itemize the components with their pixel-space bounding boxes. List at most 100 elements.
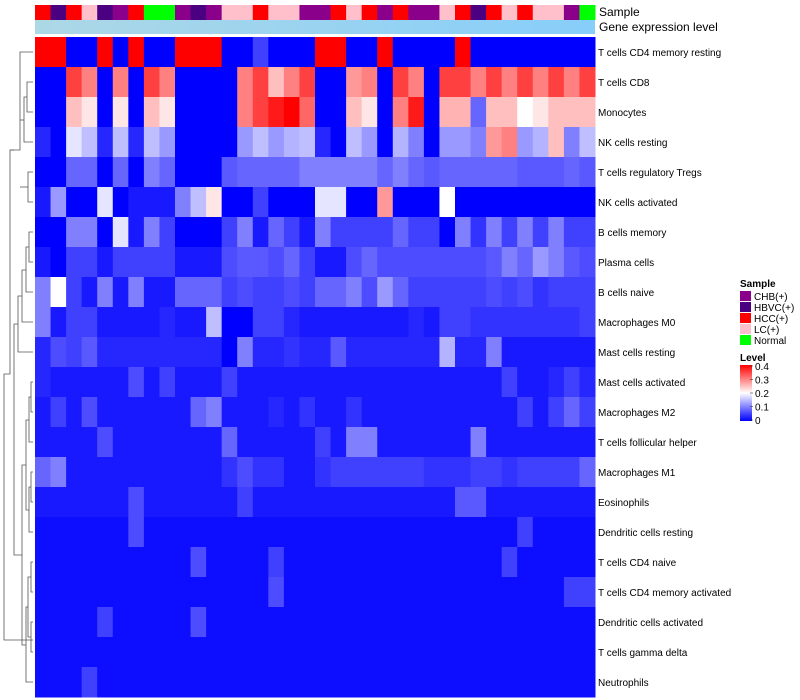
heatmap-cell: [361, 97, 378, 128]
heatmap-cell: [66, 337, 83, 368]
heatmap-cell: [268, 637, 285, 668]
heatmap-cell: [423, 457, 440, 488]
heatmap-cell: [532, 577, 549, 608]
heatmap-cell: [35, 487, 52, 518]
heatmap-cell: [377, 127, 394, 158]
heatmap-cell: [455, 367, 472, 398]
heatmap-cell: [237, 127, 254, 158]
heatmap-cell: [423, 547, 440, 578]
heatmap-cell: [517, 337, 534, 368]
heatmap-cell: [35, 97, 52, 128]
level-color-scale: [740, 365, 752, 421]
heatmap-cell: [159, 397, 176, 428]
heatmap-cell: [470, 307, 487, 338]
heatmap-cell: [501, 307, 518, 338]
heatmap-cell: [252, 367, 269, 398]
heatmap-cell: [35, 187, 52, 218]
heatmap-cell: [268, 307, 285, 338]
heatmap-cell: [330, 187, 347, 218]
heatmap-cell: [206, 97, 223, 128]
heatmap-cell: [143, 517, 160, 548]
heatmap-cell: [283, 457, 300, 488]
heatmap-cell: [315, 337, 332, 368]
heatmap-cell: [175, 457, 192, 488]
heatmap-cell: [175, 97, 192, 128]
heatmap-cell: [548, 97, 565, 128]
heatmap-cell: [50, 397, 67, 428]
heatmap-cell: [470, 457, 487, 488]
heatmap-cell: [190, 307, 207, 338]
heatmap-cell: [221, 607, 238, 638]
heatmap-cell: [128, 667, 145, 698]
heatmap-cell: [501, 517, 518, 548]
heatmap-cell: [361, 547, 378, 578]
heatmap-cell: [423, 607, 440, 638]
heatmap-cell: [237, 547, 254, 578]
heatmap-cell: [159, 517, 176, 548]
level-tick-label: 0.2: [755, 389, 769, 400]
heatmap-cell: [159, 277, 176, 308]
row-label: Mast cells activated: [598, 378, 685, 389]
heatmap-cell: [190, 667, 207, 698]
heatmap-cell: [35, 367, 52, 398]
heatmap-cell: [143, 637, 160, 668]
heatmap-cell: [66, 217, 83, 248]
heatmap-cell: [517, 127, 534, 158]
heatmap-cell: [237, 67, 254, 98]
heatmap-cell: [97, 547, 114, 578]
sample-annotation-cell: [159, 5, 176, 20]
sample-annotation-cell: [532, 5, 549, 20]
sample-annotation-cell: [361, 5, 378, 20]
heatmap-cell: [517, 97, 534, 128]
heatmap-cell: [206, 397, 223, 428]
heatmap-cell: [190, 487, 207, 518]
heatmap-cell: [548, 367, 565, 398]
heatmap-cell: [283, 127, 300, 158]
heatmap-cell: [501, 367, 518, 398]
heatmap-cell: [299, 67, 316, 98]
heatmap-cell: [330, 217, 347, 248]
sample-annotation-cell: [455, 5, 472, 20]
heatmap-cell: [377, 277, 394, 308]
heatmap-cell: [408, 667, 425, 698]
heatmap-cell: [501, 277, 518, 308]
heatmap-cell: [175, 157, 192, 188]
heatmap-cell: [81, 367, 98, 398]
heatmap-cell: [439, 277, 456, 308]
heatmap-cell: [159, 97, 176, 128]
heatmap-cell: [330, 427, 347, 458]
heatmap-cell: [315, 307, 332, 338]
heatmap-cell: [408, 277, 425, 308]
heatmap-cell: [361, 367, 378, 398]
heatmap-cell: [361, 667, 378, 698]
heatmap-cell: [439, 577, 456, 608]
heatmap-cell: [112, 427, 129, 458]
heatmap-cell: [563, 67, 580, 98]
heatmap-cell: [470, 487, 487, 518]
heatmap-cell: [112, 217, 129, 248]
heatmap-cell: [315, 127, 332, 158]
heatmap-cell: [175, 367, 192, 398]
heatmap-cell: [517, 637, 534, 668]
heatmap-cell: [330, 277, 347, 308]
sample-annotation-cell: [377, 5, 394, 20]
heatmap-cell: [470, 667, 487, 698]
heatmap-cell: [470, 517, 487, 548]
heatmap-cell: [563, 187, 580, 218]
heatmap-cell: [563, 547, 580, 578]
heatmap-cell: [175, 487, 192, 518]
heatmap-cell: [392, 397, 409, 428]
heatmap-cell: [283, 187, 300, 218]
heatmap-cell: [175, 307, 192, 338]
heatmap-cell: [408, 307, 425, 338]
heatmap-cell: [408, 247, 425, 278]
heatmap-cell: [252, 457, 269, 488]
heatmap-cell: [190, 637, 207, 668]
heatmap-cell: [455, 667, 472, 698]
level-legend-ticks: 0.4 0.3 0.2 0.1 0: [750, 362, 769, 427]
heatmap-cell: [190, 427, 207, 458]
heatmap-cell: [408, 517, 425, 548]
heatmap-cell: [517, 487, 534, 518]
heatmap-cell: [221, 577, 238, 608]
heatmap-cell: [423, 667, 440, 698]
